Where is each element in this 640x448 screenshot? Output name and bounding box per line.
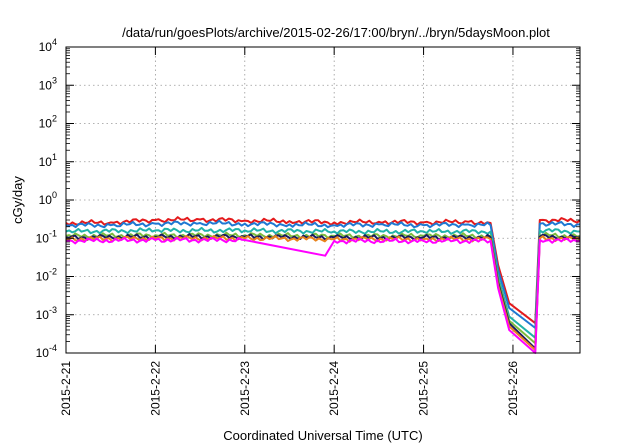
y-tick-label: 102: [39, 114, 57, 131]
y-tick-label: 100: [39, 190, 57, 207]
y-tick-label: 104: [39, 37, 57, 54]
x-tick-label: 2015-2-24: [327, 361, 341, 416]
series-line: [65, 219, 581, 329]
series-line: [65, 236, 581, 354]
x-tick-label: 2015-2-22: [148, 361, 162, 416]
y-tick-label: 103: [39, 75, 57, 92]
y-tick-label: 101: [39, 152, 57, 169]
x-tick-label: 2015-2-26: [506, 361, 520, 416]
y-tick-label: 10-3: [36, 305, 57, 322]
axis-ticks: 10-4 10-3 10-2 10-1 100 101 102 103 104 2015-2-21…: [36, 37, 580, 416]
x-tick-label: 2015-2-23: [238, 361, 252, 416]
chart-title: /data/run/goesPlots/archive/2015-02-26/1…: [122, 25, 550, 40]
y-tick-label: 10-4: [36, 343, 57, 360]
series-line: [65, 226, 581, 339]
series-line: [65, 233, 581, 350]
x-tick-label: 2015-2-25: [417, 361, 431, 416]
y-axis-label: cGy/day: [10, 176, 25, 224]
data-series: [65, 216, 581, 354]
x-tick-label: 2015-2-21: [59, 361, 73, 416]
y-tick-label: 10-1: [36, 228, 57, 245]
x-axis-label: Coordinated Universal Time (UTC): [223, 428, 422, 443]
y-tick-label: 10-2: [36, 267, 57, 284]
